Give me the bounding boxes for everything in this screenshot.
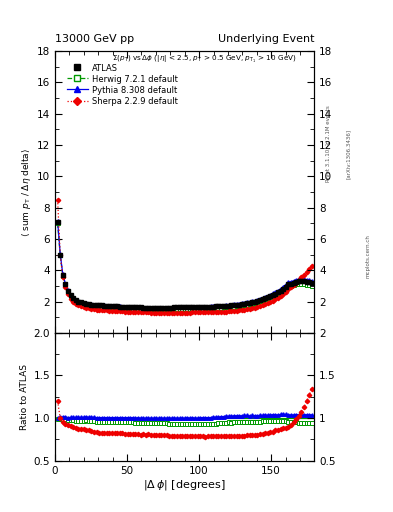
Y-axis label: $\langle$ sum $p_\mathrm{T}$ / $\Delta\eta$ delta$\rangle$: $\langle$ sum $p_\mathrm{T}$ / $\Delta\e… bbox=[20, 147, 33, 237]
Text: mcplots.cern.ch: mcplots.cern.ch bbox=[365, 234, 371, 278]
Text: Underlying Event: Underlying Event bbox=[218, 33, 314, 44]
Text: Rivet 3.1.10, ≥ 2.1M events: Rivet 3.1.10, ≥ 2.1M events bbox=[326, 105, 331, 182]
X-axis label: $|\Delta\,\phi|$ [degrees]: $|\Delta\,\phi|$ [degrees] bbox=[143, 478, 226, 493]
Text: [arXiv:1306.3436]: [arXiv:1306.3436] bbox=[346, 129, 351, 179]
Legend: ATLAS, Herwig 7.2.1 default, Pythia 8.308 default, Sherpa 2.2.9 default: ATLAS, Herwig 7.2.1 default, Pythia 8.30… bbox=[64, 61, 180, 109]
Text: $\Sigma(p_\mathrm{T})$ vs$\,\Delta\phi$ ($|\eta|$ < 2.5, $p_\mathrm{T}$ > 0.5 Ge: $\Sigma(p_\mathrm{T})$ vs$\,\Delta\phi$ … bbox=[112, 54, 297, 65]
Y-axis label: Ratio to ATLAS: Ratio to ATLAS bbox=[20, 364, 29, 430]
Text: 13000 GeV pp: 13000 GeV pp bbox=[55, 33, 134, 44]
